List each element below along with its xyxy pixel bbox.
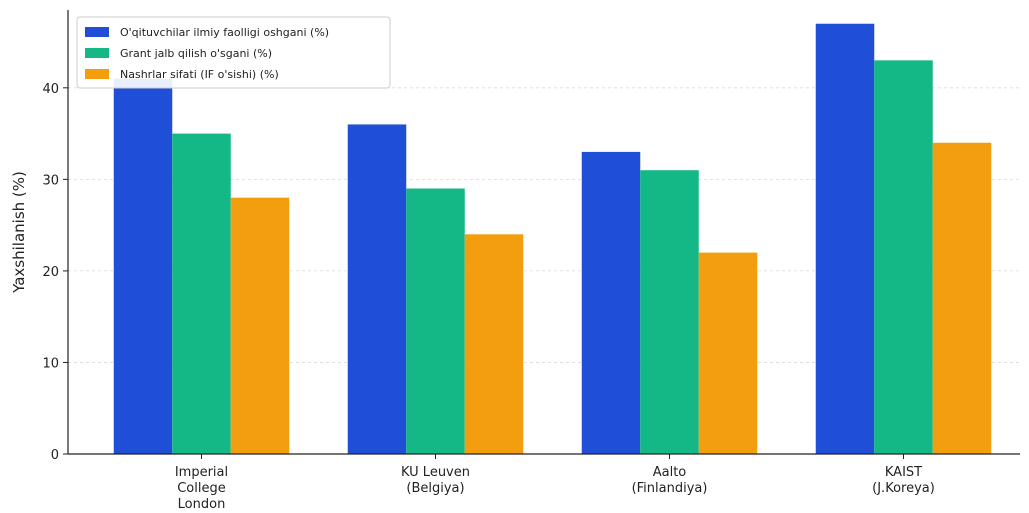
bar (581, 151, 641, 454)
bar (464, 234, 524, 454)
bar (172, 133, 231, 454)
y-tick-label: 0 (51, 448, 59, 463)
x-ticks: Imperial College London KU Leuven (Belgiya) A… (175, 454, 935, 512)
bar (230, 197, 290, 454)
x-tick-label-line: (Finlandiya) (632, 481, 708, 496)
x-tick-label-line: Aalto (653, 465, 687, 480)
y-axis-label: Yaxshilanish (%) (10, 171, 28, 294)
legend-frame (76, 16, 391, 89)
x-tick-label: KU Leuven (Belgiya) (401, 465, 470, 496)
x-tick-label-line: KAIST (885, 465, 922, 480)
legend-swatch (85, 27, 109, 37)
y-tick-label: 20 (42, 265, 59, 280)
bar (347, 124, 407, 455)
y-ticks: 0 10 20 30 40 (42, 82, 68, 463)
x-tick-label-line: College (177, 481, 226, 496)
y-tick-label: 40 (42, 82, 59, 97)
x-tick-label: Imperial College London (175, 465, 228, 512)
legend-label: Nashrlar sifati (IF o'sishi) (%) (120, 68, 279, 81)
x-tick-label: KAIST (J.Koreya) (872, 465, 935, 496)
bar (815, 23, 875, 454)
bar (406, 188, 465, 455)
bar (640, 170, 699, 455)
x-tick-label-line: KU Leuven (401, 465, 470, 480)
legend-swatch (85, 48, 109, 58)
y-tick-label: 10 (42, 356, 59, 371)
x-tick-label-line: (Belgiya) (406, 481, 464, 496)
bar (113, 78, 173, 454)
legend: O'qituvchilar ilmiy faolligi oshgani (%)… (76, 16, 391, 89)
legend-label: O'qituvchilar ilmiy faolligi oshgani (%) (120, 26, 329, 39)
x-tick-label-line: Imperial (175, 465, 228, 480)
bar (932, 142, 992, 455)
x-tick-label-line: (J.Koreya) (872, 481, 935, 496)
axes (67, 10, 1020, 455)
x-tick-label: Aalto (Finlandiya) (632, 465, 708, 496)
legend-label: Grant jalb qilish o'sgani (%) (120, 47, 272, 60)
bar (698, 252, 758, 454)
legend-swatch (85, 69, 109, 79)
y-tick-label: 30 (42, 173, 59, 188)
bar (874, 60, 933, 454)
x-tick-label-line: London (178, 497, 226, 512)
bars (113, 23, 992, 455)
